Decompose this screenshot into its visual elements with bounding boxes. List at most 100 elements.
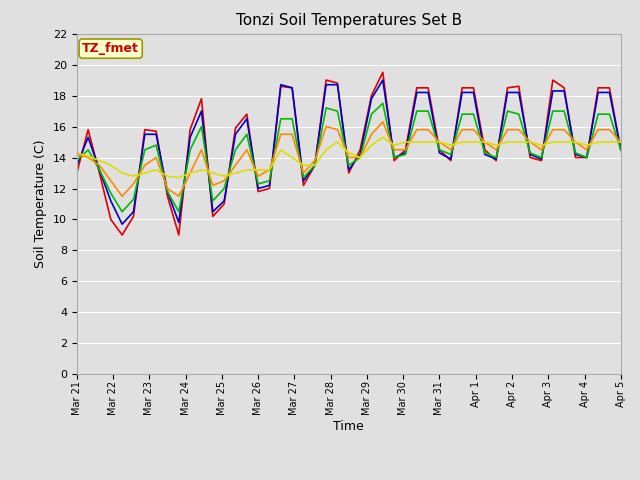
-16cm xyxy=(413,127,420,132)
-4cm xyxy=(413,90,420,96)
-16cm xyxy=(164,186,172,192)
-32cm xyxy=(367,142,375,148)
-2cm xyxy=(220,201,228,207)
-32cm xyxy=(515,139,523,145)
-32cm xyxy=(141,170,148,176)
-8cm xyxy=(220,186,228,192)
-8cm xyxy=(333,108,341,114)
-8cm xyxy=(356,155,364,160)
-32cm xyxy=(538,142,545,148)
-2cm xyxy=(73,170,81,176)
-8cm xyxy=(254,181,262,187)
-4cm xyxy=(447,156,454,162)
-4cm xyxy=(526,152,534,157)
-32cm xyxy=(595,139,602,145)
-4cm xyxy=(84,134,92,140)
-2cm xyxy=(481,147,489,153)
-16cm xyxy=(107,178,115,184)
-16cm xyxy=(323,124,330,130)
-8cm xyxy=(515,111,523,117)
-16cm xyxy=(583,147,591,153)
-2cm xyxy=(402,147,410,153)
-32cm xyxy=(152,167,160,173)
-4cm xyxy=(141,132,148,137)
-16cm xyxy=(152,155,160,160)
-2cm xyxy=(379,70,387,75)
-32cm xyxy=(436,139,444,145)
-4cm xyxy=(470,90,477,96)
-8cm xyxy=(538,155,545,160)
-16cm xyxy=(560,127,568,132)
-16cm xyxy=(266,167,273,173)
-2cm xyxy=(413,85,420,91)
-2cm xyxy=(243,111,251,117)
-4cm xyxy=(232,132,239,137)
-8cm xyxy=(186,147,194,153)
-8cm xyxy=(84,147,92,153)
-32cm xyxy=(333,139,341,145)
-16cm xyxy=(209,182,216,188)
-32cm xyxy=(356,155,364,160)
-2cm xyxy=(130,214,138,219)
-32cm xyxy=(481,139,489,145)
-2cm xyxy=(390,158,398,164)
-32cm xyxy=(560,139,568,145)
-2cm xyxy=(254,189,262,194)
-2cm xyxy=(333,80,341,86)
-8cm xyxy=(436,147,444,153)
-2cm xyxy=(458,85,466,91)
-2cm xyxy=(583,155,591,160)
-4cm xyxy=(390,155,398,160)
-32cm xyxy=(583,142,591,148)
-8cm xyxy=(572,150,579,156)
-16cm xyxy=(243,147,251,153)
-32cm xyxy=(288,155,296,160)
-8cm xyxy=(323,105,330,111)
-8cm xyxy=(526,150,534,156)
-2cm xyxy=(209,214,216,219)
-8cm xyxy=(266,178,273,184)
-16cm xyxy=(447,147,454,153)
-32cm xyxy=(84,153,92,159)
Line: -4cm: -4cm xyxy=(77,80,621,224)
-2cm xyxy=(164,193,172,199)
-4cm xyxy=(436,150,444,156)
-32cm xyxy=(572,139,579,145)
-8cm xyxy=(583,155,591,160)
-16cm xyxy=(232,162,239,168)
-16cm xyxy=(288,132,296,137)
-32cm xyxy=(447,142,454,148)
-16cm xyxy=(345,155,353,160)
-4cm xyxy=(288,85,296,91)
-32cm xyxy=(198,167,205,173)
-32cm xyxy=(402,139,410,145)
-4cm xyxy=(492,156,500,162)
-2cm xyxy=(288,85,296,91)
-4cm xyxy=(277,82,285,87)
-16cm xyxy=(572,139,579,145)
-2cm xyxy=(356,147,364,153)
-2cm xyxy=(526,155,534,160)
-16cm xyxy=(300,170,307,176)
Text: TZ_fmet: TZ_fmet xyxy=(82,42,139,55)
-4cm xyxy=(367,96,375,102)
-32cm xyxy=(323,147,330,153)
-4cm xyxy=(538,156,545,162)
-8cm xyxy=(560,108,568,114)
-32cm xyxy=(243,167,251,173)
Line: -2cm: -2cm xyxy=(77,72,621,235)
-2cm xyxy=(447,158,454,164)
-4cm xyxy=(515,90,523,96)
-8cm xyxy=(605,111,613,117)
-8cm xyxy=(402,152,410,157)
-32cm xyxy=(605,139,613,145)
-4cm xyxy=(118,221,126,227)
-32cm xyxy=(107,162,115,168)
Line: -16cm: -16cm xyxy=(77,122,621,196)
-2cm xyxy=(424,85,432,91)
-4cm xyxy=(107,198,115,204)
-8cm xyxy=(345,162,353,168)
-16cm xyxy=(73,152,81,157)
-16cm xyxy=(504,127,511,132)
-2cm xyxy=(515,84,523,89)
